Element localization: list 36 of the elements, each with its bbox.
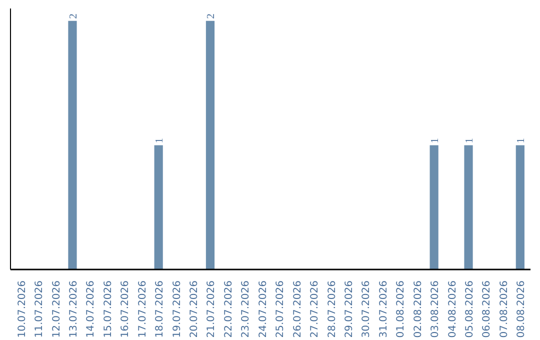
x-tick-label: 23.07.2026 (240, 280, 252, 338)
x-tick-label: 17.07.2026 (137, 280, 148, 338)
data-label: 1 (154, 138, 166, 144)
x-tick-label: 02.08.2026 (412, 280, 424, 338)
x-tick-label: 08.08.2026 (516, 280, 528, 338)
x-tick-label: 15.07.2026 (102, 280, 114, 338)
x-tick-label: 03.08.2026 (430, 280, 442, 338)
x-tick-label: 11.07.2026 (34, 280, 46, 338)
x-tick-label: 04.08.2026 (447, 280, 458, 338)
data-label: 1 (430, 138, 442, 144)
data-label: 1 (464, 138, 476, 144)
x-tick-label: 21.07.2026 (206, 280, 218, 338)
x-tick-label: 28.07.2026 (326, 280, 338, 338)
x-tick-label: 19.07.2026 (172, 280, 183, 338)
data-label: 2 (206, 14, 218, 19)
data-label: 1 (516, 138, 528, 144)
x-tick-label: 29.07.2026 (344, 280, 355, 338)
x-tick-label: 06.08.2026 (482, 280, 493, 338)
x-tick-label: 27.07.2026 (310, 280, 321, 338)
x-tick-label: 13.07.2026 (68, 280, 80, 338)
x-tick-label: 24.07.2026 (258, 280, 269, 338)
x-tick-label: 12.07.2026 (51, 280, 62, 338)
x-tick-label: 16.07.2026 (120, 280, 132, 338)
x-tick-label: 30.07.2026 (361, 280, 372, 338)
x-tick-label: 26.07.2026 (292, 280, 304, 338)
x-tick-label: 07.08.2026 (498, 280, 510, 338)
x-tick-label: 01.08.2026 (396, 280, 407, 338)
data-label: 2 (68, 14, 80, 19)
x-tick-label: 10.07.2026 (16, 280, 28, 338)
x-tick-label: 22.07.2026 (223, 280, 234, 338)
x-tick-label: 05.08.2026 (464, 280, 476, 338)
x-tick-label: 14.07.2026 (86, 280, 97, 338)
x-tick-label: 18.07.2026 (154, 280, 166, 338)
x-tick-label: 20.07.2026 (189, 280, 200, 338)
x-tick-label: 25.07.2026 (275, 280, 286, 338)
x-tick-label: 31.07.2026 (378, 280, 390, 338)
